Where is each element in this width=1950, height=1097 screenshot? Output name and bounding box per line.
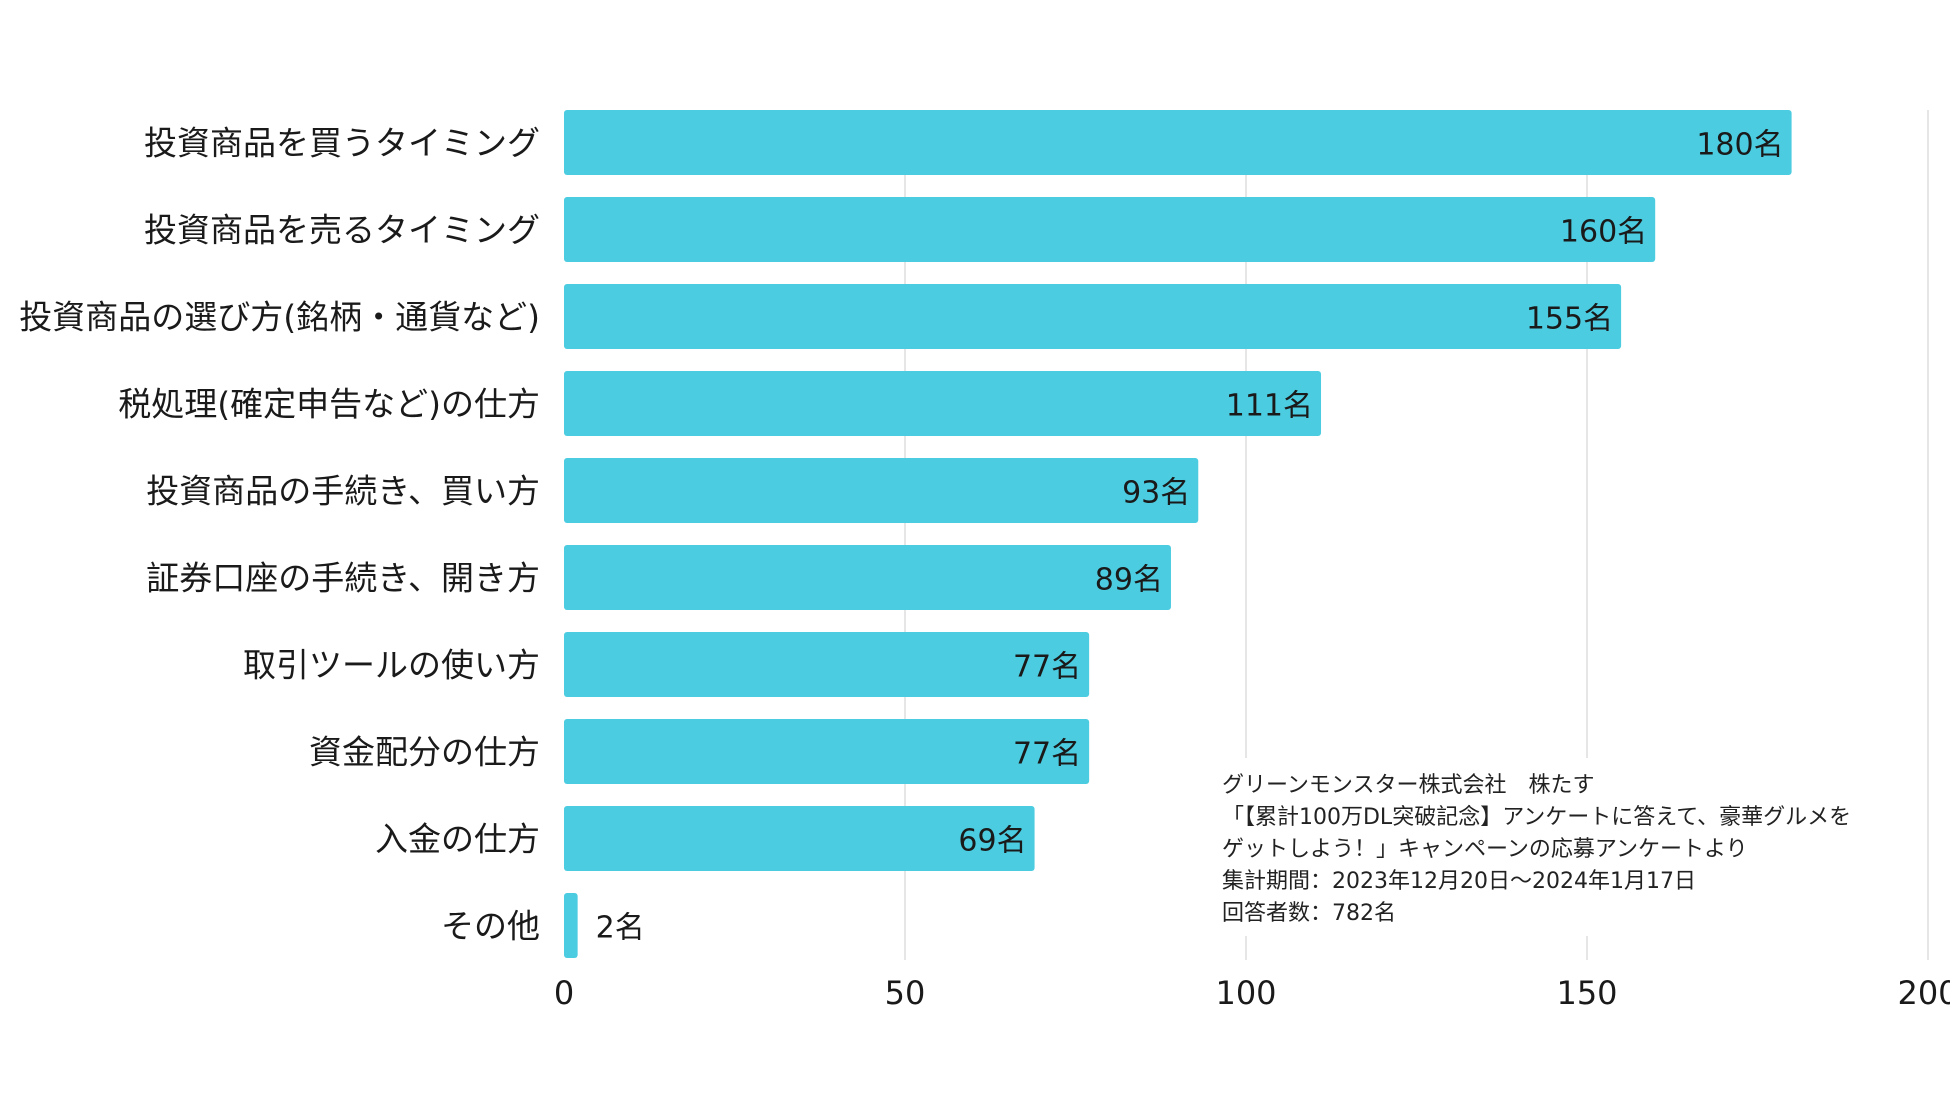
bars [564,110,1792,958]
category-label: 取引ツールの使い方 [243,646,540,685]
source-note-background [1212,758,1918,936]
category-label: 証券口座の手続き、開き方 [146,559,540,598]
data-label: 89名 [1095,563,1163,598]
x-tick-label: 0 [554,974,574,1012]
source-note-line: グリーンモンスター株式会社 株たす [1222,773,1594,798]
x-axis-tick-labels: 0 50 100 150 200 [554,974,1950,1012]
source-note: グリーンモンスター株式会社 株たす 「【累計100万DL突破記念】アンケートに答… [1212,758,1918,936]
source-note-line: 集計期間：2023年12月20日～2024年1月17日 [1222,869,1696,894]
data-label: 93名 [1122,476,1190,511]
data-label: 180名 [1696,128,1783,163]
category-label: 投資商品の手続き、買い方 [146,472,540,511]
bar [564,806,1035,871]
source-note-line: 「【累計100万DL突破記念】アンケートに答えて、豪華グルメを [1222,805,1851,830]
category-label: 資金配分の仕方 [309,733,540,772]
x-tick-label: 50 [885,974,926,1012]
source-note-line: ゲットしよう！」キャンペーンの応募アンケートより [1222,837,1748,862]
category-label: 投資商品を買うタイミング [144,124,540,163]
bar [564,545,1171,610]
data-label: 77名 [1013,650,1081,685]
category-label: 投資商品の選び方(銘柄・通貨など) [19,298,540,337]
data-label: 77名 [1013,737,1081,772]
bar [564,110,1792,175]
data-label: 111名 [1226,389,1313,424]
category-labels: 投資商品を買うタイミング投資商品を売るタイミング投資商品の選び方(銘柄・通貨など… [19,124,540,946]
category-label: 税処理(確定申告など)の仕方 [118,385,540,424]
x-tick-label: 200 [1897,974,1950,1012]
bar [564,458,1199,523]
bar [564,197,1656,262]
category-label: 投資商品を売るタイミング [144,211,540,250]
source-note-line: 回答者数：782名 [1222,901,1396,926]
bar [564,893,578,958]
category-label: その他 [441,907,540,946]
data-label: 155名 [1526,302,1613,337]
data-label: 2名 [596,911,645,946]
data-label: 160名 [1560,215,1647,250]
x-tick-label: 150 [1556,974,1617,1012]
data-label: 69名 [958,824,1026,859]
bar [564,284,1622,349]
bar [564,719,1090,784]
value-labels: 180名 160名 155名 111名 93名 89名 77名 77名 69名 2名 [596,128,1784,946]
category-label: 入金の仕方 [375,820,540,859]
bar [564,371,1322,436]
x-tick-label: 100 [1215,974,1276,1012]
bar [564,632,1090,697]
